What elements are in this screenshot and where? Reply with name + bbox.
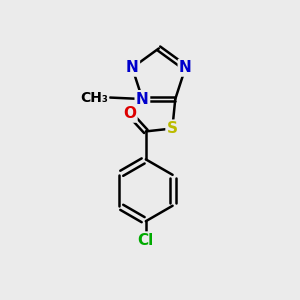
Text: CH₃: CH₃ (81, 91, 109, 104)
Text: N: N (126, 60, 139, 75)
Text: Cl: Cl (138, 233, 154, 248)
Text: O: O (123, 106, 136, 121)
Text: N: N (179, 60, 192, 75)
Text: N: N (136, 92, 149, 106)
Text: S: S (167, 121, 178, 136)
